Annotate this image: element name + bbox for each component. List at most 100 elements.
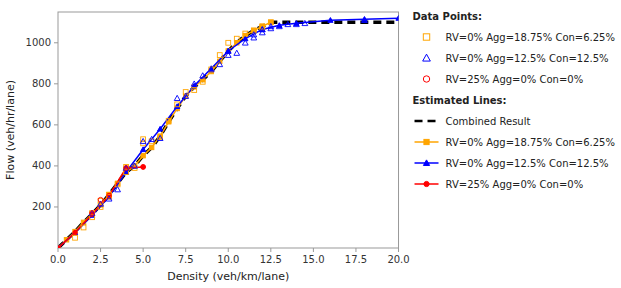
legend-marker bbox=[424, 181, 429, 186]
scatter-point bbox=[234, 36, 239, 41]
scatter-point bbox=[140, 138, 146, 143]
scatter-point bbox=[234, 50, 240, 55]
line-marker bbox=[73, 230, 77, 234]
scatter-point bbox=[183, 93, 189, 98]
scatter-point bbox=[285, 21, 291, 26]
legend-swatch bbox=[415, 160, 439, 166]
legend-swatch bbox=[415, 181, 439, 186]
legend-group-title: Data Points: bbox=[413, 11, 483, 22]
scatter-point bbox=[226, 40, 231, 45]
line-series bbox=[58, 20, 273, 248]
x-tick-label: 2.5 bbox=[93, 254, 109, 265]
legend-line bbox=[415, 120, 439, 123]
scatter-point bbox=[251, 32, 257, 37]
x-tick-label: 15.0 bbox=[302, 254, 324, 265]
line-series bbox=[58, 165, 145, 248]
line-marker bbox=[396, 16, 399, 21]
scatter-point bbox=[293, 21, 299, 26]
x-tick bbox=[58, 248, 59, 252]
scatter-point bbox=[157, 135, 163, 140]
chart: Data Points: RV=0% Agg=18.75% Con=6.25% RV… bbox=[0, 0, 621, 288]
line-marker bbox=[328, 18, 333, 23]
x-tick bbox=[398, 248, 399, 252]
line-marker bbox=[58, 246, 60, 248]
scatter-point bbox=[208, 67, 214, 72]
scatter-point bbox=[123, 165, 129, 170]
x-tick bbox=[143, 248, 144, 252]
scatter-point bbox=[149, 136, 155, 141]
scatter-point bbox=[141, 165, 146, 170]
scatter-point bbox=[200, 79, 205, 84]
x-tick-label: 7.5 bbox=[178, 254, 194, 265]
legend-swatch bbox=[423, 76, 429, 82]
scatter-point bbox=[132, 163, 138, 168]
scatter-point bbox=[166, 118, 171, 123]
legend-label: RV=25% Agg=0% Con=0% bbox=[446, 74, 584, 85]
scatter-point bbox=[217, 61, 223, 66]
legend-group-title: Estimated Lines: bbox=[413, 95, 507, 106]
legend-label: RV=0% Agg=12.5% Con=12.5% bbox=[446, 53, 609, 64]
y-tick-label: 1000 bbox=[26, 37, 51, 48]
y-tick-label: 200 bbox=[32, 201, 51, 212]
legend: Data Points: RV=0% Agg=18.75% Con=6.25% RV… bbox=[413, 11, 615, 190]
legend-marker bbox=[423, 76, 429, 82]
line-series bbox=[58, 22, 399, 248]
legend-label: Combined Result bbox=[446, 116, 531, 127]
x-tick bbox=[355, 248, 356, 252]
scatter-point bbox=[276, 23, 282, 28]
scatter-point bbox=[81, 225, 86, 230]
scatter-point bbox=[90, 211, 95, 216]
scatter-point bbox=[73, 235, 78, 240]
line-marker bbox=[72, 230, 77, 235]
y-tick-label: 800 bbox=[32, 78, 51, 89]
scatter-point bbox=[174, 95, 180, 100]
legend-marker bbox=[424, 139, 429, 144]
x-tick bbox=[228, 248, 229, 252]
legend-marker bbox=[423, 54, 431, 61]
line-path bbox=[58, 22, 271, 248]
scatter-point bbox=[98, 197, 103, 202]
legend-marker bbox=[423, 34, 429, 40]
legend-swatch bbox=[415, 121, 439, 122]
legend-swatch bbox=[423, 54, 431, 61]
y-axis-label: Flow (veh/hr/lane) bbox=[4, 80, 17, 180]
y-tick bbox=[54, 83, 58, 84]
y-tick-label: 600 bbox=[32, 119, 51, 130]
legend-label: RV=0% Agg=18.75% Con=6.25% bbox=[446, 137, 615, 148]
scatter-point bbox=[124, 166, 129, 171]
legend-label: RV=0% Agg=12.5% Con=12.5% bbox=[446, 158, 609, 169]
scatter-point bbox=[209, 67, 214, 72]
x-tick-label: 17.5 bbox=[345, 254, 367, 265]
scatter-point bbox=[175, 102, 180, 107]
y-tick bbox=[54, 124, 58, 125]
y-tick-label: 400 bbox=[32, 160, 51, 171]
line-marker bbox=[141, 153, 145, 157]
scatter-point bbox=[217, 53, 222, 58]
scatter-point bbox=[268, 23, 274, 28]
x-tick bbox=[270, 248, 271, 252]
scatter-point bbox=[200, 73, 206, 78]
legend-swatch bbox=[423, 34, 429, 40]
line-marker bbox=[141, 165, 145, 169]
scatter-point bbox=[90, 211, 95, 216]
x-tick bbox=[185, 248, 186, 252]
scatter-point bbox=[302, 20, 308, 25]
x-tick-label: 20.0 bbox=[387, 254, 409, 265]
scatter-point bbox=[225, 48, 231, 53]
legend-swatch bbox=[415, 139, 439, 144]
legend-label: RV=0% Agg=18.75% Con=6.25% bbox=[446, 32, 615, 43]
y-tick bbox=[54, 42, 58, 43]
scatter-point bbox=[192, 88, 197, 93]
x-tick-label: 0.0 bbox=[50, 254, 66, 265]
scatter-point bbox=[259, 27, 265, 32]
scatter-point bbox=[158, 135, 163, 140]
scatter-point bbox=[98, 205, 103, 210]
scatter-point bbox=[115, 187, 121, 192]
x-tick bbox=[100, 248, 101, 252]
x-tick bbox=[313, 248, 314, 252]
scatter-series bbox=[89, 17, 367, 215]
scatter-point bbox=[242, 40, 248, 45]
y-tick bbox=[54, 165, 58, 166]
y-tick bbox=[54, 206, 58, 207]
scatter-point bbox=[89, 210, 95, 215]
